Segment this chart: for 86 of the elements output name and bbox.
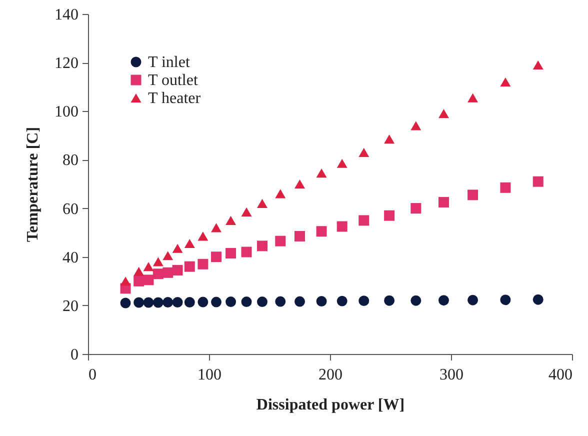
point [184,297,195,308]
point [294,296,305,307]
point [143,262,154,272]
point [172,244,183,253]
point [211,223,222,232]
point [256,240,268,252]
point [241,207,252,216]
y-tick-label: 40 [62,249,78,266]
point [384,295,395,306]
point [184,261,195,272]
point [241,296,252,308]
point [120,276,131,286]
point [134,297,144,308]
x-tick-label: 0 [88,366,96,384]
y-tick-label: 60 [62,200,78,218]
point [134,276,144,286]
point [336,221,348,232]
legend-label: T outlet [148,72,198,89]
point [241,246,252,258]
point [438,196,449,208]
point [294,179,305,189]
point [438,109,449,118]
point [134,266,144,276]
x-axis-title: Dissipated power [W] [256,396,405,414]
point [143,297,154,308]
point [358,215,370,226]
y-tick-label: 100 [54,104,78,121]
y-tick-label: 80 [62,152,78,170]
y-tick-label: 140 [54,6,78,24]
point [226,296,236,308]
point [532,294,544,305]
point [336,158,348,168]
point [500,77,511,87]
point [468,190,478,200]
point [410,295,422,306]
x-tick-label: 100 [198,366,222,384]
legend-label: T heater [148,90,202,107]
point [532,60,544,70]
point [384,210,395,221]
point [162,251,174,260]
point [198,232,208,241]
point [184,238,195,248]
y-tick-label: 120 [54,55,78,72]
y-axis-title: Temperature [C] [24,126,42,242]
point [410,203,422,214]
point [162,297,174,308]
point [500,182,511,193]
point [275,189,286,198]
y-tick-label: 0 [70,346,78,364]
point [275,236,286,246]
point [211,252,222,262]
point [358,296,370,306]
point [152,257,164,266]
point [256,296,268,308]
point [410,121,422,130]
y-tick-label: 20 [62,298,78,315]
point [316,296,327,307]
point [152,297,164,308]
point [152,268,164,280]
point [226,216,236,225]
x-tick-label: 200 [318,366,342,384]
point [358,148,370,157]
point [172,297,183,308]
point [336,296,348,306]
point [468,93,478,102]
point [532,176,544,187]
point [316,168,327,178]
point [172,264,183,276]
point [198,296,208,308]
point [120,298,131,308]
point [294,230,305,242]
point [500,294,511,306]
point [384,134,395,144]
point [316,226,327,237]
point [275,296,286,307]
point [256,198,268,208]
x-tick-label: 400 [548,366,572,384]
point [143,274,154,286]
x-tick-label: 300 [440,366,464,384]
point [211,296,222,308]
point [226,248,236,258]
point [438,295,449,306]
legend-label: T inlet [148,54,190,71]
point [162,267,174,278]
point [198,258,208,270]
point [468,294,478,306]
